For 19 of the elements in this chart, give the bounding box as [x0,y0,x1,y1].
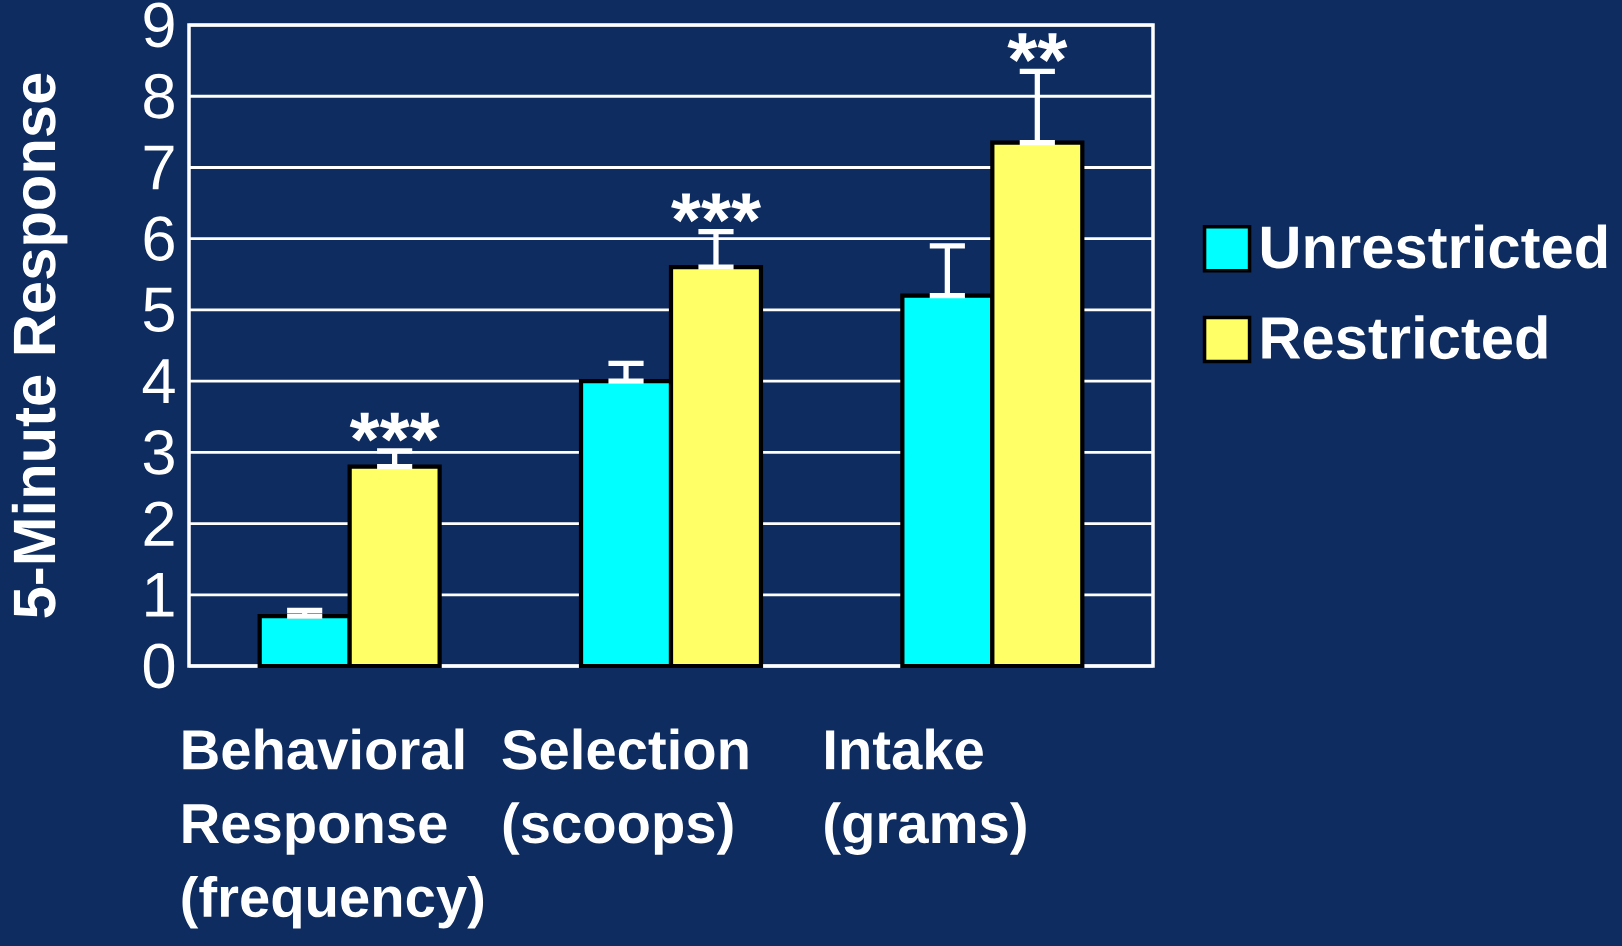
y-tick-label: 9 [144,2,174,48]
y-tick-label: 8 [144,73,174,119]
x-tick-label: Behavioral Response (frequency) [182,728,484,929]
y-tick-label: 0 [143,643,175,689]
y-tick-label: 5 [143,287,174,332]
y-tick-label: 4 [142,359,175,403]
y-tick-label: 3 [143,429,174,475]
annotation: ** [1007,33,1068,62]
legend-label: Restricted [1262,315,1547,360]
y-tick-label: 1 [146,573,174,617]
y-axis-title: 5-Minute Response [11,73,68,618]
x-tick-label: Selection (scoops) [502,728,748,855]
y-tick-label: 2 [144,501,174,546]
x-tick-label: Intake (grams) [825,728,1026,855]
annotation: *** [671,193,762,223]
annotation: *** [349,412,440,442]
legend-label: Unrestricted [1261,224,1607,269]
y-tick-label: 7 [144,145,174,190]
y-tick-label: 6 [144,216,174,262]
